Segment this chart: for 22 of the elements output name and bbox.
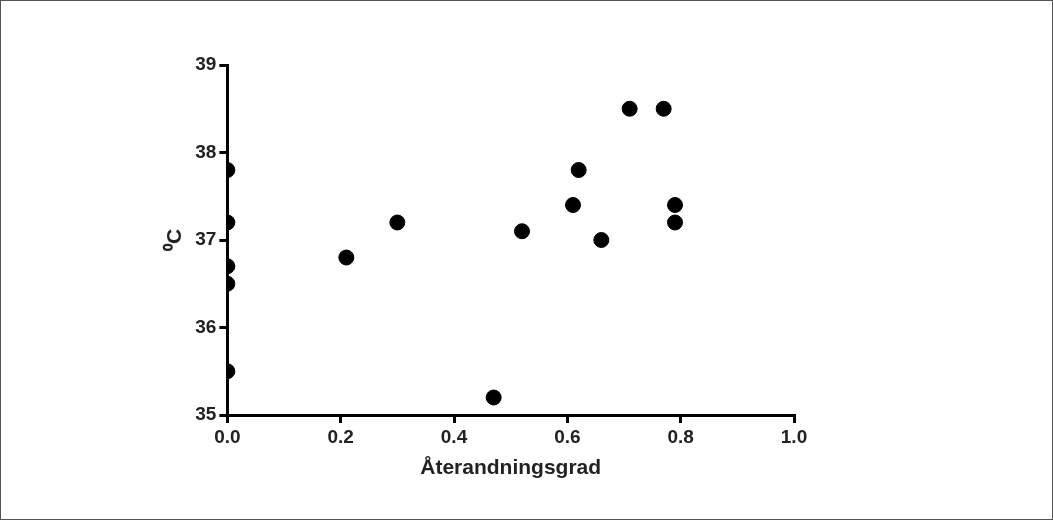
x-tick-label: 1.0 [780,425,808,447]
point [593,232,610,248]
point [621,100,638,117]
x-tick-label: 0.4 [440,425,468,447]
point [655,100,672,117]
y-tick-label: 36 [195,315,217,337]
x-tick-label: 0.6 [554,425,581,447]
y-tick-label: 38 [195,140,217,162]
point [565,197,581,213]
point [485,389,502,406]
point [514,223,530,240]
y-axis-title: ⁰C [162,228,186,252]
y-tick-label: 37 [195,228,217,250]
x-tick-label: 0.8 [667,425,694,447]
point [570,162,587,178]
point [667,214,683,231]
x-axis-title: Återandningsgrad [420,455,602,479]
x-tick-label: 0.2 [327,425,354,447]
y-tick-label: 35 [195,403,217,425]
point [667,197,683,213]
x-tick-label: 0.0 [214,425,241,447]
y-tick-label: 39 [195,53,217,75]
